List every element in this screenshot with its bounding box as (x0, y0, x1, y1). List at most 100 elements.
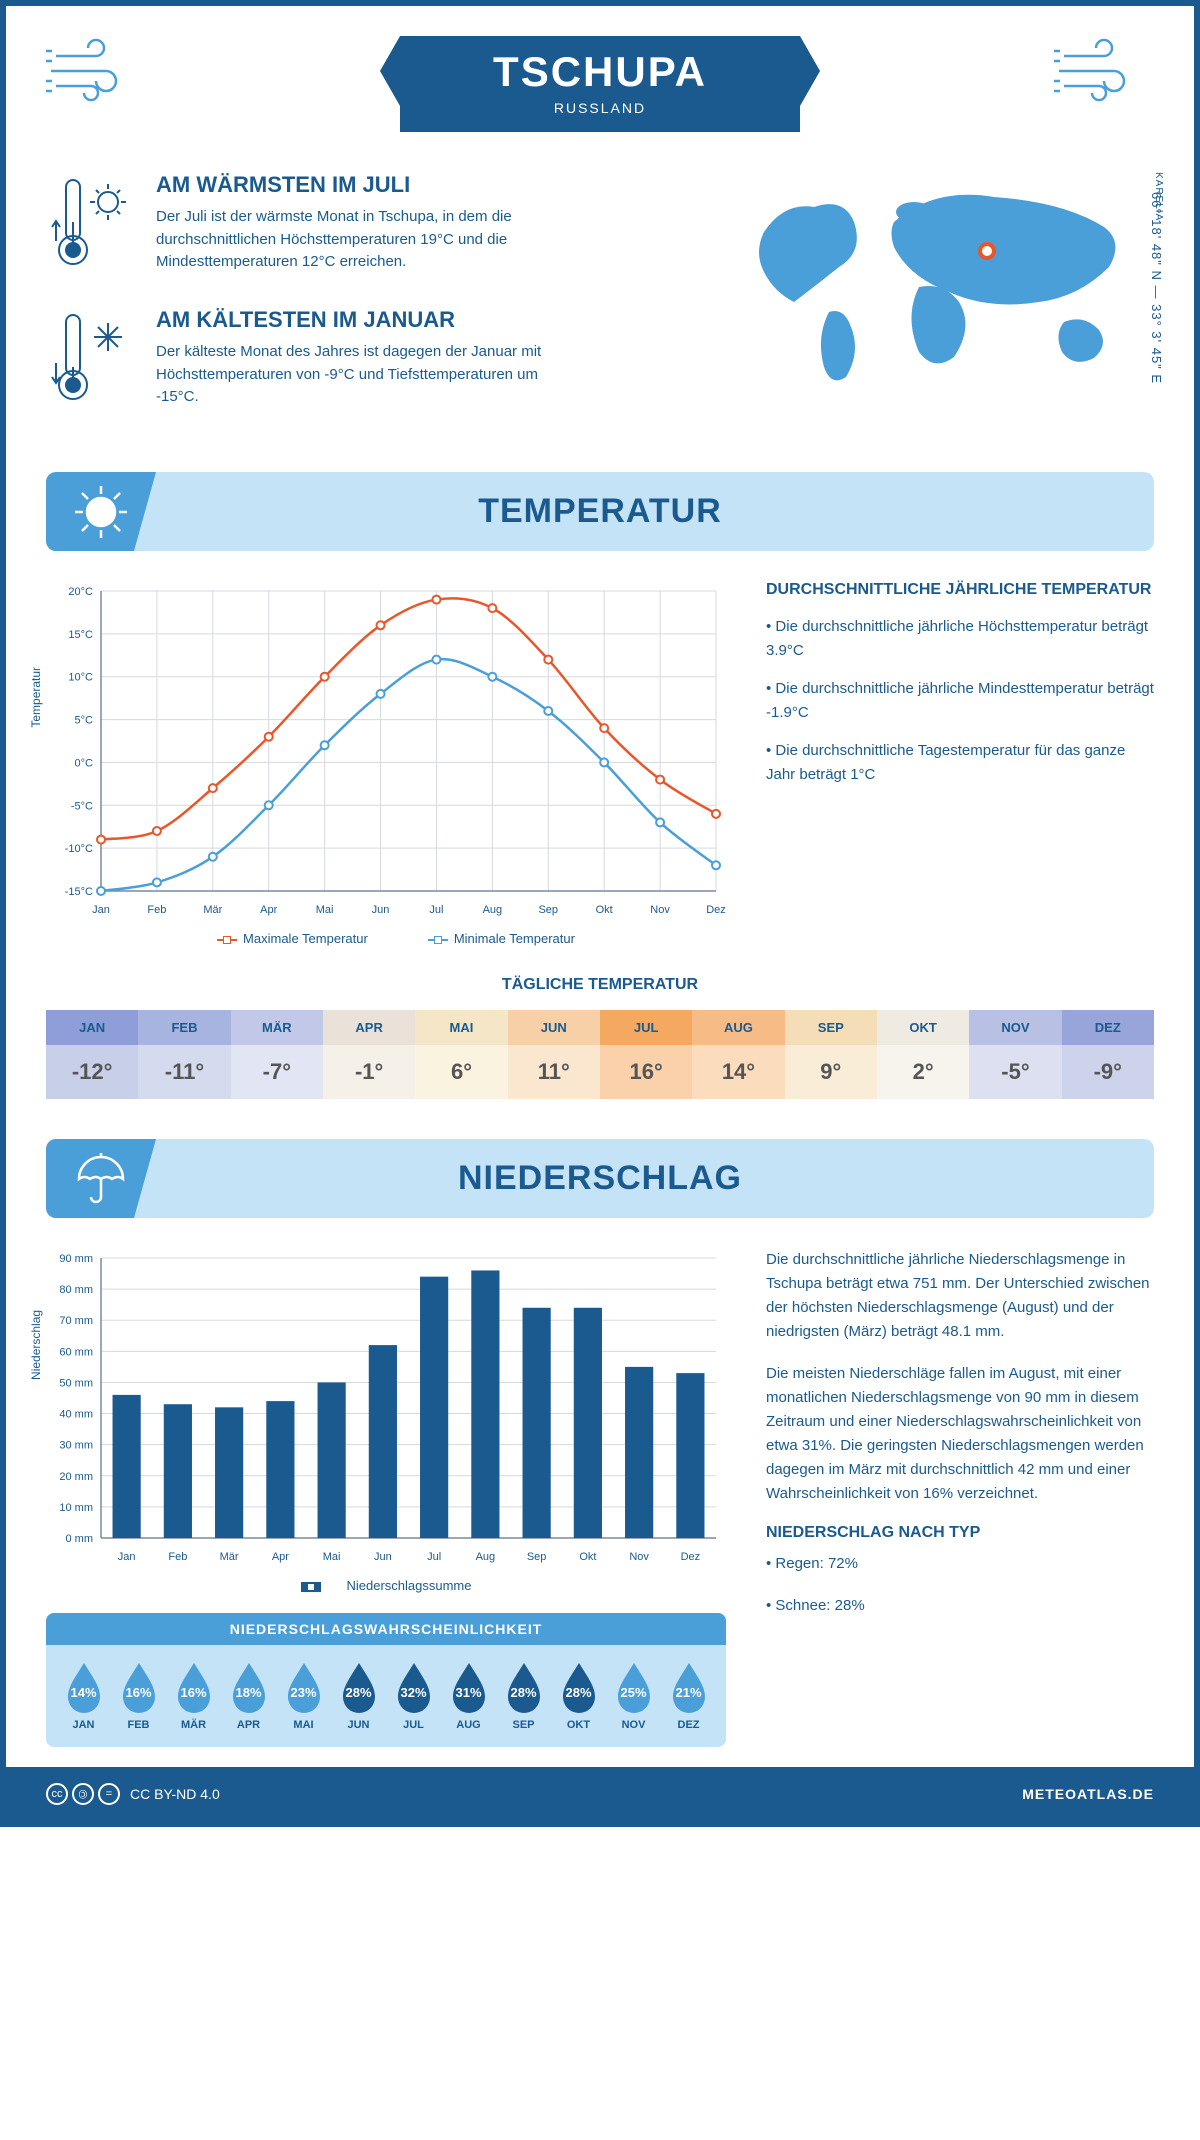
svg-text:Aug: Aug (476, 1551, 496, 1563)
probability-drop: 14%JAN (62, 1659, 106, 1731)
drop-month-label: NOV (612, 1719, 656, 1731)
month-label: JUN (508, 1010, 600, 1045)
svg-text:15°C: 15°C (68, 629, 93, 641)
precipitation-bar-chart: 0 mm10 mm20 mm30 mm40 mm50 mm60 mm70 mm8… (46, 1248, 726, 1568)
svg-text:Nov: Nov (629, 1551, 649, 1563)
temperature-line-chart: -15°C-10°C-5°C0°C5°C10°C15°C20°CJanFebMä… (46, 581, 726, 921)
svg-text:30 mm: 30 mm (59, 1440, 93, 1452)
chart-ylabel: Niederschlag (29, 1310, 43, 1380)
drop-icon: 32% (392, 1659, 436, 1713)
coldest-title: AM KÄLTESTEN IM JANUAR (156, 307, 576, 333)
month-label: JAN (46, 1010, 138, 1045)
month-cell: SEP9° (785, 1010, 877, 1099)
svg-text:Mär: Mär (220, 1551, 239, 1563)
drop-month-label: MAI (282, 1719, 326, 1731)
month-temp-value: -9° (1062, 1045, 1154, 1099)
footer: cc 🄯 = CC BY-ND 4.0 METEOATLAS.DE (6, 1767, 1194, 1821)
svg-text:10°C: 10°C (68, 672, 93, 684)
probability-drop: 16% FEB (117, 1659, 161, 1731)
drop-icon: 21% (667, 1659, 711, 1713)
month-label: MÄR (231, 1010, 323, 1045)
precip-type-title: NIEDERSCHLAG NACH TYP (766, 1524, 1154, 1542)
probability-drop: 16% MÄR (172, 1659, 216, 1731)
drop-percentage: 18% (235, 1685, 261, 1700)
drop-icon: 23% (282, 1659, 326, 1713)
bar-chart-legend: Niederschlagssumme (46, 1578, 726, 1593)
svg-text:Aug: Aug (483, 904, 503, 916)
probability-drop: 18% APR (227, 1659, 271, 1731)
month-temp-value: -1° (323, 1045, 415, 1099)
svg-text:20 mm: 20 mm (59, 1471, 93, 1483)
probability-drop: 28%SEP (502, 1659, 546, 1731)
title-banner: TSCHUPA RUSSLAND (400, 36, 800, 132)
drop-icon: 16% (117, 1659, 161, 1713)
svg-text:Mai: Mai (316, 904, 334, 916)
svg-text:40 mm: 40 mm (59, 1409, 93, 1421)
probability-drop: 31%AUG (447, 1659, 491, 1731)
warmest-text: Der Juli ist der wärmste Monat in Tschup… (156, 206, 576, 274)
svg-text:80 mm: 80 mm (59, 1284, 93, 1296)
month-cell: JAN-12° (46, 1010, 138, 1099)
license-text: CC BY-ND 4.0 (130, 1786, 220, 1802)
month-cell: OKT2° (877, 1010, 969, 1099)
drop-icon: 28% (502, 1659, 546, 1713)
drop-month-label: JUL (392, 1719, 436, 1731)
drop-percentage: 21% (675, 1685, 701, 1700)
nd-icon: = (98, 1783, 120, 1805)
temp-info-bullet: • Die durchschnittliche jährliche Höchst… (766, 615, 1154, 663)
svg-text:Feb: Feb (147, 904, 166, 916)
svg-text:70 mm: 70 mm (59, 1315, 93, 1327)
svg-text:Nov: Nov (650, 904, 670, 916)
month-temp-value: -12° (46, 1045, 138, 1099)
line-chart-legend: Maximale TemperaturMinimale Temperatur (46, 931, 726, 946)
precip-para-1: Die durchschnittliche jährliche Niedersc… (766, 1248, 1154, 1344)
thermometer-sun-icon (46, 172, 136, 277)
drop-month-label: MÄR (172, 1719, 216, 1731)
month-temp-value: 16° (600, 1045, 692, 1099)
world-map-panel: KARELIA 66° 18' 48" N — 33° 3' 45" E (734, 172, 1154, 442)
probability-drop: 32% JUL (392, 1659, 436, 1731)
drop-percentage: 28% (565, 1685, 591, 1700)
legend-label: Niederschlagssumme (347, 1578, 472, 1593)
month-label: JUL (600, 1010, 692, 1045)
drop-icon: 28% (337, 1659, 381, 1713)
drop-month-label: FEB (117, 1719, 161, 1731)
probability-drop: 28%JUN (337, 1659, 381, 1731)
temperature-section-header: TEMPERATUR (46, 472, 1154, 551)
month-temp-value: 11° (508, 1045, 600, 1099)
drop-percentage: 16% (125, 1685, 151, 1700)
month-label: AUG (692, 1010, 784, 1045)
svg-text:-5°C: -5°C (71, 800, 93, 812)
legend-item: Maximale Temperatur (197, 931, 368, 946)
month-cell: MÄR-7° (231, 1010, 323, 1099)
drop-icon: 18% (227, 1659, 271, 1713)
svg-text:Sep: Sep (538, 904, 558, 916)
page-title: TSCHUPA (460, 48, 740, 96)
month-cell: APR-1° (323, 1010, 415, 1099)
drop-icon: 16% (172, 1659, 216, 1713)
precipitation-text: Die durchschnittliche jährliche Niedersc… (766, 1248, 1154, 1747)
drop-month-label: OKT (557, 1719, 601, 1731)
warmest-block: AM WÄRMSTEN IM JULI Der Juli ist der wär… (46, 172, 704, 277)
drop-percentage: 28% (345, 1685, 371, 1700)
drop-percentage: 32% (400, 1685, 426, 1700)
page: TSCHUPA RUSSLAND AM WÄRMSTEN I (0, 0, 1200, 1827)
month-temp-value: -11° (138, 1045, 230, 1099)
month-cell: NOV-5° (969, 1010, 1061, 1099)
intro-row: AM WÄRMSTEN IM JULI Der Juli ist der wär… (6, 152, 1194, 472)
temperature-content: -15°C-10°C-5°C0°C5°C10°C15°C20°CJanFebMä… (6, 581, 1194, 976)
month-cell: MAI6° (415, 1010, 507, 1099)
warmest-title: AM WÄRMSTEN IM JULI (156, 172, 576, 198)
svg-text:Dez: Dez (706, 904, 726, 916)
drop-month-label: JAN (62, 1719, 106, 1731)
svg-text:Mär: Mär (203, 904, 222, 916)
precipitation-content: 0 mm10 mm20 mm30 mm40 mm50 mm60 mm70 mm8… (6, 1248, 1194, 1767)
month-cell: JUN11° (508, 1010, 600, 1099)
month-label: MAI (415, 1010, 507, 1045)
month-cell: FEB-11° (138, 1010, 230, 1099)
site-name: METEOATLAS.DE (1022, 1786, 1154, 1802)
drop-month-label: APR (227, 1719, 271, 1731)
drop-percentage: 28% (510, 1685, 536, 1700)
month-temp-value: -5° (969, 1045, 1061, 1099)
drop-percentage: 31% (455, 1685, 481, 1700)
